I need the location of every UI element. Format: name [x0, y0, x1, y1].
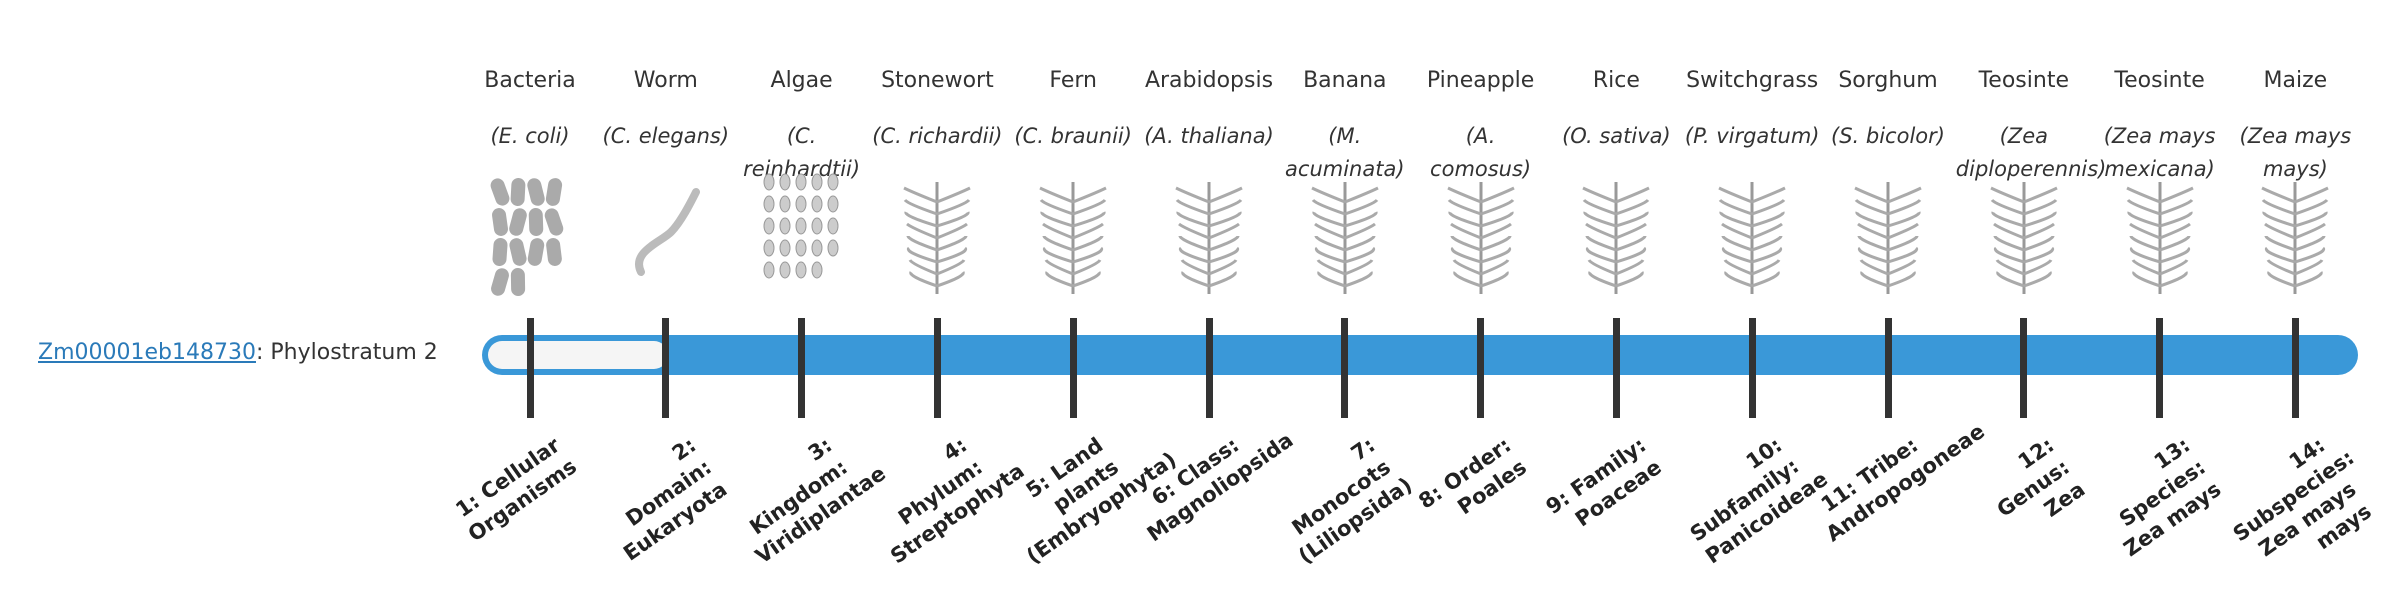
- stratum-tick: [2291, 318, 2299, 418]
- organism-illustration: [1039, 182, 1107, 294]
- common-name: Stonewort: [881, 68, 994, 93]
- common-name: Sorghum: [1838, 68, 1938, 93]
- common-name: Teosinte: [1978, 68, 2069, 93]
- stratum-label: 8: Order: Poales: [1413, 432, 1531, 520]
- common-name: Teosinte: [2114, 68, 2205, 93]
- organism-illustration: [1718, 182, 1786, 294]
- stratum-tick: [1341, 318, 1349, 418]
- scientific-name: (C. reinhardtii): [743, 124, 861, 181]
- common-name: Switchgrass: [1686, 68, 1819, 93]
- scientific-name: (C. richardii): [872, 124, 1003, 148]
- common-name: Algae: [770, 68, 833, 93]
- common-name: Maize: [2263, 68, 2328, 93]
- stratum-tick: [2020, 318, 2028, 418]
- common-name: Bacteria: [484, 68, 576, 93]
- organism-illustration: [763, 173, 839, 279]
- scientific-name: (S. bicolor): [1831, 124, 1945, 148]
- stratum-tick: [1748, 318, 1756, 418]
- page: Zm00001eb148730: Phylostratum 2 (() => {…: [38, 68, 2377, 569]
- scientific-name: (Zea mays mexicana): [2103, 124, 2216, 181]
- scientific-name: (A. thaliana): [1144, 124, 1274, 148]
- stratum-label: 6: Class: Magnoliopsida: [1142, 427, 1298, 547]
- scientific-name: (O. sativa): [1562, 124, 1671, 148]
- stratum-label: 10: Subfamily: Panicoideae: [1685, 432, 1833, 569]
- common-name: Banana: [1303, 68, 1387, 93]
- stratum-tick: [1205, 318, 1213, 418]
- scientific-name: (M. acuminata): [1285, 124, 1405, 181]
- stratum-label: 3: Kingdom: Viridiplantae: [744, 432, 890, 569]
- scientific-name: (A. comosus): [1430, 124, 1532, 181]
- organism-illustration: [2261, 182, 2330, 294]
- stratum-label: 4: Phylum: Streptophyta: [886, 432, 1030, 569]
- common-name: Rice: [1592, 68, 1640, 93]
- stratum-tick: [1069, 318, 1077, 418]
- gene-link[interactable]: Zm00001eb148730: [38, 340, 256, 365]
- scientific-name: (C. braunii): [1014, 124, 1132, 148]
- scientific-name: (P. virgatum): [1684, 124, 1820, 148]
- stratum-tick: [662, 318, 670, 418]
- scientific-name: (E. coli): [490, 124, 570, 148]
- stratum-tick: [933, 318, 941, 418]
- stratum-label: 14: Subspecies: Zea mays mays: [2229, 432, 2377, 562]
- organism-illustration: [1175, 182, 1243, 294]
- timeline-fill: [488, 341, 668, 369]
- stratum-label: 11: Tribe: Andropogoneae: [1816, 419, 1990, 547]
- common-name: Pineapple: [1426, 68, 1535, 93]
- scientific-name: (Zea diploperennis): [1955, 124, 2107, 181]
- stratum-label: 13: Species: Zea mays: [2114, 432, 2225, 562]
- stratum-label: 9: Family: Poaceae: [1541, 432, 1667, 532]
- stratum-label: 1: Cellular Organisms: [451, 432, 582, 547]
- organism-illustration: [1311, 182, 1379, 294]
- common-name: Worm: [633, 68, 698, 93]
- stratum-label: 5: Land plants (Embryophyta): [1021, 432, 1181, 569]
- organism-illustration: [1582, 182, 1651, 294]
- organism-illustration: [1990, 182, 2058, 294]
- organism-illustration: [1854, 182, 1922, 294]
- scientific-name: (C. elegans): [602, 124, 730, 148]
- phylostratum-text: : Phylostratum 2: [255, 340, 438, 365]
- gene-label: Zm00001eb148730: Phylostratum 2: [38, 340, 438, 365]
- stratum-tick: [1884, 318, 1892, 418]
- common-name: Fern: [1049, 68, 1097, 93]
- stratum-tick: [1612, 318, 1620, 418]
- stratum-label: 2: Domain: Eukaryota: [618, 432, 732, 566]
- stratum-tick: [798, 318, 806, 418]
- timeline-bar: [482, 335, 2358, 375]
- stratum-tick: [1477, 318, 1485, 418]
- organism-illustration: [490, 178, 564, 296]
- organism-illustration: [903, 182, 972, 294]
- stratum-tick: [2156, 318, 2164, 418]
- organism-illustration: [1446, 182, 1515, 294]
- stratum-tick: [526, 318, 534, 418]
- organism-illustration: [634, 188, 700, 276]
- common-name: Arabidopsis: [1144, 68, 1274, 93]
- scientific-name: (Zea mays mays): [2239, 124, 2352, 181]
- organism-illustration: [2125, 182, 2194, 294]
